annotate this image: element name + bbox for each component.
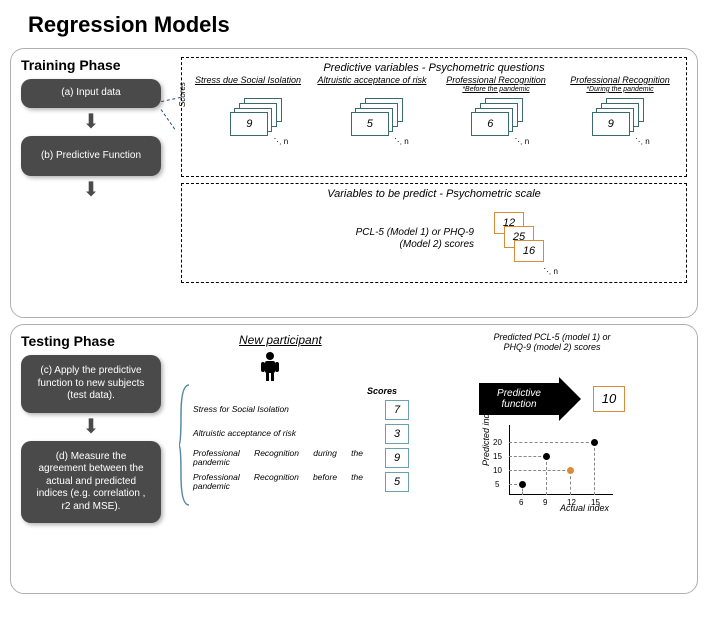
person-icon <box>259 351 409 386</box>
arrow-a-b: ⬇ <box>21 112 161 132</box>
stack-3: 9 ⋱ n <box>592 98 648 136</box>
training-left-col: Training Phase (a) Input data ⬇ (b) Pred… <box>21 57 171 283</box>
predict-vars-title: Variables to be predict - Psychometric s… <box>182 188 686 200</box>
stack-1: 5 ⋱ n <box>351 98 407 136</box>
scores-vertical-label: Scores <box>178 82 187 107</box>
new-participant-label: New participant <box>239 333 409 347</box>
stack-2: 6 ⋱ n <box>471 98 527 136</box>
scatter-ylabel: Predicted index <box>481 404 491 466</box>
predict-vars-box: Variables to be predict - Psychometric s… <box>181 183 687 283</box>
testing-mid-col: New participant Scores Stress for Social… <box>179 333 409 523</box>
testing-right-col: Predicted PCL-5 (model 1) or PHQ-9 (mode… <box>417 333 687 523</box>
flow-box-b: (b) Predictive Function <box>21 136 161 177</box>
flow-box-d: (d) Measure the agreement between the ac… <box>21 441 161 524</box>
score-line-1: Altruistic acceptance of risk3 <box>193 424 409 444</box>
predicted-title: Predicted PCL-5 (model 1) or PHQ-9 (mode… <box>482 333 622 353</box>
training-right-col: Predictive variables - Psychometric ques… <box>181 57 687 283</box>
predict-label: PCL-5 (Model 1) or PHQ-9 (Model 2) score… <box>324 227 474 251</box>
predictive-vars-title: Predictive variables - Psychometric ques… <box>188 62 680 74</box>
scores-header: Scores <box>367 386 409 396</box>
testing-left-col: Testing Phase (c) Apply the predictive f… <box>21 333 171 523</box>
training-phase-title: Training Phase <box>21 57 171 73</box>
brace-icon <box>179 375 191 515</box>
scatter-pt-2 <box>567 467 574 474</box>
scatter-pt-1 <box>543 453 550 460</box>
flow-box-c: (c) Apply the predictive function to new… <box>21 355 161 413</box>
arrow-c-d: ⬇ <box>21 417 161 437</box>
cat-0: Stress due Social Isolation <box>188 76 308 94</box>
score-line-2: Professional Recognition during the pand… <box>193 448 409 468</box>
score-line-0: Stress for Social Isolation7 <box>193 400 409 420</box>
scatter-plot: Predicted index Actual index 5 10 15 20 … <box>487 421 617 511</box>
arrow-b-down: ⬇ <box>21 180 161 200</box>
score-line-3: Professional Recognition before the pand… <box>193 472 409 492</box>
testing-phase-title: Testing Phase <box>21 333 171 349</box>
cat-1: Altruistic acceptance of risk <box>312 76 432 94</box>
scatter-pt-0 <box>519 481 526 488</box>
predicted-output: 10 <box>593 386 625 412</box>
training-panel: Training Phase (a) Input data ⬇ (b) Pred… <box>10 48 698 318</box>
scatter-pt-3 <box>591 439 598 446</box>
cat-3: Professional Recognition*During the pand… <box>560 76 680 94</box>
main-title: Regression Models <box>0 0 708 46</box>
stack-0: 9 ⋱ n <box>230 98 286 136</box>
testing-panel: Testing Phase (c) Apply the predictive f… <box>10 324 698 594</box>
category-row: Stress due Social Isolation Altruistic a… <box>188 76 680 94</box>
cat-2: Professional Recognition*Before the pand… <box>436 76 556 94</box>
predictive-function-arrow: Predictive function <box>479 383 559 415</box>
flow-box-a: (a) Input data <box>21 79 161 108</box>
predict-ostack: 12 25 16 ⋱ n <box>494 212 544 266</box>
card-stack-row: 9 ⋱ n 5 ⋱ n 6 ⋱ n 9 <box>188 98 680 136</box>
predictive-vars-box: Predictive variables - Psychometric ques… <box>181 57 687 177</box>
